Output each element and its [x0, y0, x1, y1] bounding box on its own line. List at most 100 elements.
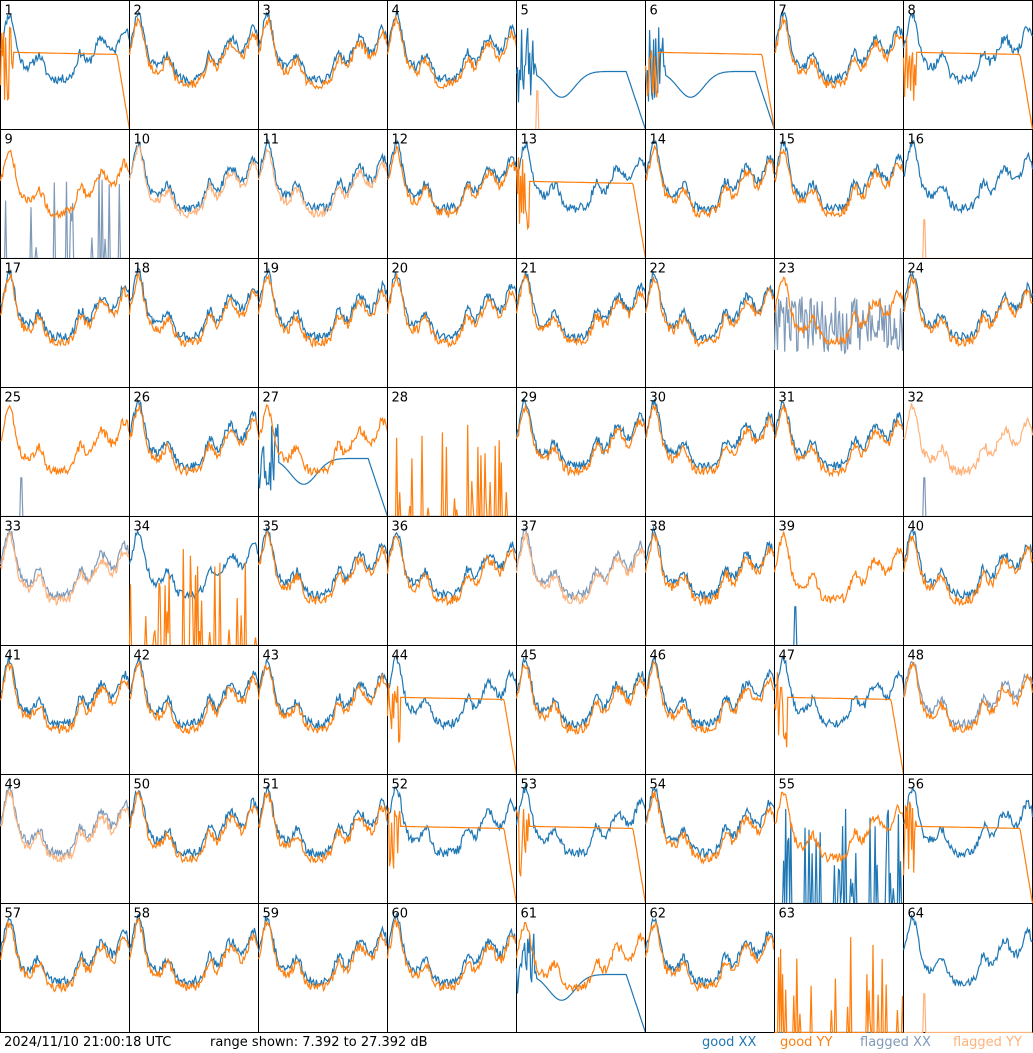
panel-frame	[516, 903, 646, 1033]
series-yy	[644, 50, 776, 130]
panel-frame	[387, 903, 517, 1033]
series-xx	[644, 27, 776, 130]
panel-label: 10	[134, 133, 151, 148]
panel-56: 56	[902, 774, 1033, 904]
series-yy	[645, 144, 776, 219]
panel-label: 15	[779, 133, 796, 148]
series-yy	[257, 791, 389, 865]
panel-frame	[387, 516, 517, 646]
series-xx	[644, 786, 776, 858]
series-yy	[0, 921, 131, 993]
panel-frame	[0, 516, 130, 646]
series-yy	[257, 404, 389, 476]
series-yy	[0, 660, 131, 734]
panel-14: 14	[644, 129, 776, 259]
panel-label: 48	[908, 649, 925, 664]
series-yy	[773, 276, 905, 346]
panel-12: 12	[386, 129, 518, 259]
panel-39: 39	[773, 516, 905, 647]
series-xx	[128, 141, 259, 213]
panel-label: 39	[779, 520, 796, 535]
series-yy	[644, 275, 776, 348]
panel-58: 58	[128, 903, 260, 1033]
panel-3: 3	[257, 0, 389, 130]
panel-2: 2	[128, 0, 260, 130]
panel-label: 9	[5, 133, 13, 148]
panel-19: 19	[257, 258, 389, 388]
panel-32: 32	[903, 387, 1033, 518]
series-yy	[773, 672, 905, 775]
series-yy	[644, 659, 775, 734]
series-xx	[515, 527, 646, 601]
series-yy	[0, 788, 131, 863]
panel-50: 50	[128, 774, 260, 904]
series-xx	[257, 526, 388, 601]
series-xx	[128, 789, 260, 860]
series-xx	[902, 786, 1033, 858]
series-yy	[773, 531, 905, 605]
panel-frame	[774, 645, 904, 775]
panel-22: 22	[644, 258, 776, 388]
panel-59: 59	[257, 903, 389, 1033]
panel-frame	[258, 774, 388, 904]
panel-frame	[774, 0, 904, 130]
panel-63: 63	[774, 903, 905, 1033]
series-yy	[0, 532, 131, 607]
panel-label: 28	[392, 391, 409, 406]
series-xx	[644, 917, 775, 988]
panel-label: 13	[521, 133, 538, 148]
panel-13: 13	[515, 129, 647, 259]
legend-flagged-xx: flagged XX	[860, 1035, 931, 1050]
panel-label: 3	[263, 4, 271, 19]
series-xx	[515, 271, 647, 343]
panel-47: 47	[773, 645, 905, 775]
panel-44: 44	[386, 645, 518, 775]
panel-frame	[387, 774, 517, 904]
panel-label: 45	[521, 649, 538, 664]
series-xx	[515, 27, 647, 130]
panel-30: 30	[644, 387, 776, 517]
series-yy	[386, 15, 518, 90]
panel-25: 25	[0, 387, 131, 518]
panel-label: 60	[392, 907, 409, 922]
panel-62: 62	[644, 903, 776, 1033]
series-yy	[386, 917, 517, 992]
series-xx	[387, 655, 518, 731]
panel-frame	[516, 516, 646, 646]
series-yy	[386, 807, 518, 904]
panel-label: 62	[650, 907, 667, 922]
series-yy	[902, 534, 1033, 607]
series-yy	[257, 273, 389, 349]
panel-frame	[645, 387, 775, 517]
panel-42: 42	[128, 645, 260, 775]
panel-label: 61	[521, 907, 538, 922]
panel-frame	[0, 645, 130, 775]
panel-frame	[129, 258, 259, 388]
series-yy	[902, 275, 1033, 348]
series-yy	[515, 663, 647, 735]
panel-11: 11	[257, 129, 389, 259]
series-yy	[0, 26, 131, 130]
series-yy	[774, 937, 905, 1033]
panel-label: 18	[134, 262, 151, 277]
panel-frame	[645, 516, 775, 646]
panel-label: 7	[779, 4, 787, 19]
panel-label: 1	[5, 4, 13, 19]
series-yy	[128, 917, 260, 992]
panel-label: 53	[521, 778, 538, 793]
series-yy	[257, 531, 389, 605]
series-xx	[257, 424, 389, 517]
series-yy	[0, 272, 131, 347]
panel-frame	[387, 387, 517, 517]
panel-16: 16	[903, 129, 1033, 260]
panel-9: 9	[0, 129, 130, 260]
series-xx	[386, 8, 518, 84]
panel-28: 28	[387, 387, 517, 518]
panel-frame	[516, 774, 646, 904]
panel-34: 34	[128, 516, 259, 647]
series-yy	[644, 531, 775, 607]
panel-40: 40	[902, 516, 1033, 646]
panel-frame	[516, 129, 646, 259]
panel-label: 42	[134, 649, 151, 664]
